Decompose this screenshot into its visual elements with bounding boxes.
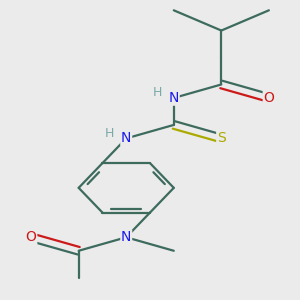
Text: O: O bbox=[263, 91, 274, 105]
Text: H: H bbox=[105, 127, 115, 140]
Text: N: N bbox=[169, 91, 179, 105]
Text: S: S bbox=[217, 131, 226, 146]
Text: N: N bbox=[121, 131, 131, 146]
Text: N: N bbox=[121, 230, 131, 244]
Text: O: O bbox=[26, 230, 37, 244]
Text: H: H bbox=[153, 86, 162, 99]
